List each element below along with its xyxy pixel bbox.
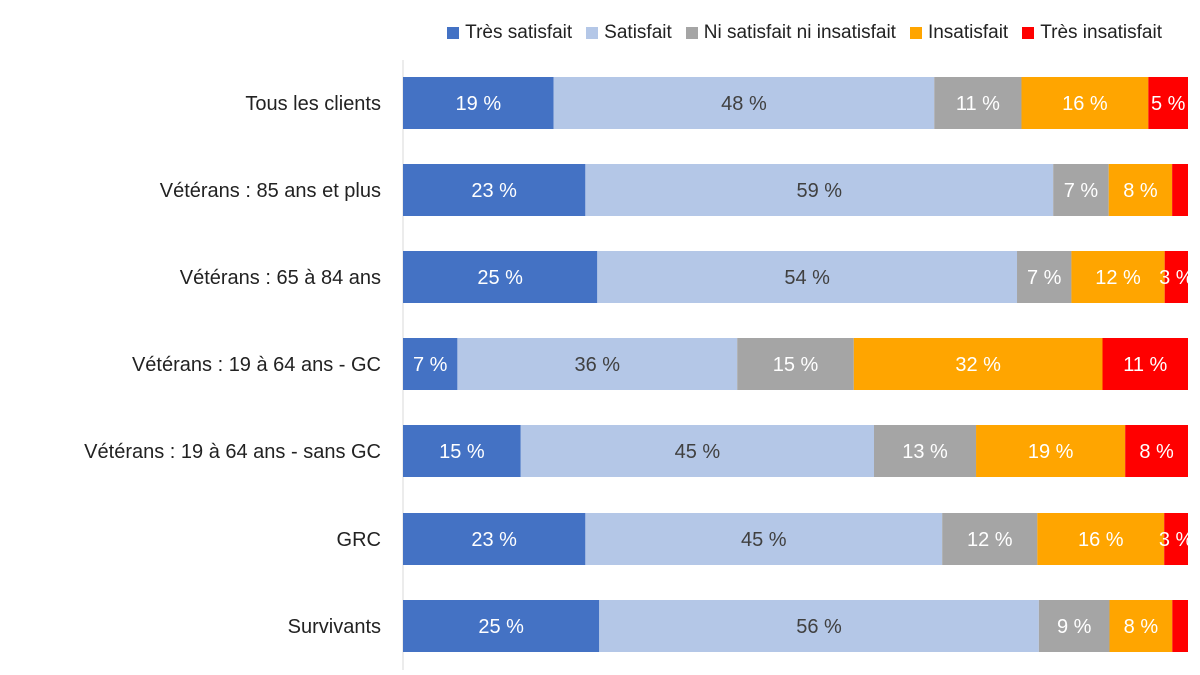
data-label: 11 %: [956, 93, 1000, 115]
legend-label: Insatisfait: [927, 22, 1009, 43]
bar-segment: [599, 600, 1039, 652]
bar-segment: [737, 338, 854, 390]
legend-label: Très insatisfait: [1040, 22, 1162, 43]
legend-item: Très insatisfait: [1022, 22, 1162, 44]
legend-label: Très satisfait: [465, 22, 573, 43]
legend-swatch: [1022, 27, 1035, 39]
bar-segment: [597, 251, 1018, 303]
category-label: Tous les clients: [245, 93, 381, 115]
bar-segment: [874, 425, 977, 477]
bar-segment: [934, 77, 1022, 129]
legend-swatch: [909, 27, 922, 39]
bar-segment: [1125, 425, 1188, 477]
bar-segment: [585, 164, 1054, 216]
data-label: 25 %: [477, 267, 523, 289]
legend-swatch: [447, 27, 460, 39]
data-label: 19 %: [456, 93, 502, 115]
data-label: 8 %: [1124, 616, 1159, 638]
data-label: 7 %: [1064, 180, 1099, 202]
legend-label: Ni satisfait ni insatisfait: [703, 22, 896, 43]
bar-segment: [1108, 164, 1173, 216]
category-label: Vétérans : 19 à 64 ans - GC: [132, 354, 381, 376]
legend: Très satisfait Satisfait Ni satisfait ni i…: [447, 22, 1162, 44]
legend-label: Satisfait: [604, 22, 672, 43]
data-label: 16 %: [1078, 529, 1124, 551]
data-label: 12 %: [1095, 267, 1141, 289]
data-label: 16 %: [1062, 93, 1108, 115]
data-label: 15 %: [773, 354, 819, 376]
bar-segment: [1037, 513, 1165, 565]
data-label: 54 %: [784, 267, 830, 289]
legend-item: Très satisfait: [447, 22, 572, 44]
bar-segment: [1038, 600, 1110, 652]
data-label: 25 %: [478, 616, 524, 638]
bar-segment: [1164, 251, 1188, 303]
bar-segment: [403, 600, 600, 652]
category-label: Vétérans : 19 à 64 ans - sans GC: [84, 441, 381, 463]
bar-segment: [1148, 77, 1188, 129]
bar-segment: [403, 164, 586, 216]
bar-segment: [1109, 600, 1173, 652]
data-label: 8 %: [1123, 180, 1158, 202]
bar-segment: [403, 77, 554, 129]
bar-segment: [1172, 164, 1188, 216]
data-label: 15 %: [439, 441, 485, 463]
data-label: 5 %: [1151, 93, 1186, 115]
legend-item: Satisfait: [586, 22, 672, 44]
bar-segment: [553, 77, 935, 129]
data-label: 23 %: [471, 180, 517, 202]
legend-swatch: [685, 27, 698, 39]
category-label: GRC: [337, 529, 381, 551]
bar-segment: [942, 513, 1038, 565]
legend-item: Ni satisfait ni insatisfait: [685, 22, 896, 44]
category-label: Survivants: [288, 616, 381, 638]
data-label: 9 %: [1057, 616, 1092, 638]
category-label: Vétérans : 65 à 84 ans: [180, 267, 381, 289]
data-label: 36 %: [575, 354, 621, 376]
bar-segment: [457, 338, 738, 390]
data-label: 3 %: [1159, 267, 1194, 289]
category-label: Vétérans : 85 ans et plus: [160, 180, 381, 202]
data-label: 13 %: [902, 441, 948, 463]
bar-segment: [585, 513, 943, 565]
bar-segment: [403, 513, 586, 565]
data-label: 3 %: [1159, 529, 1194, 551]
bar-segment: [403, 251, 598, 303]
data-label: 23 %: [471, 529, 517, 551]
data-label: 7 %: [1027, 267, 1062, 289]
bar-segment: [976, 425, 1126, 477]
bar-segment: [1053, 164, 1109, 216]
bar-segment: [1172, 600, 1188, 652]
data-label: 45 %: [741, 529, 787, 551]
data-label: 19 %: [1028, 441, 1074, 463]
data-label: 12 %: [967, 529, 1013, 551]
data-label: 7 %: [413, 354, 448, 376]
legend-swatch: [586, 27, 599, 39]
data-label: 32 %: [955, 354, 1001, 376]
data-label: 56 %: [796, 616, 842, 638]
data-label: 48 %: [721, 93, 767, 115]
data-label: 11 %: [1123, 354, 1167, 376]
bar-segment: [1071, 251, 1165, 303]
bar-segment: [853, 338, 1103, 390]
data-label: 59 %: [796, 180, 842, 202]
bar-segment: [1017, 251, 1072, 303]
legend-item: Insatisfait: [909, 22, 1009, 44]
bar-segment: [520, 425, 874, 477]
bar-segment: [1102, 338, 1188, 390]
data-label: 45 %: [675, 441, 721, 463]
bar-segment: [1021, 77, 1149, 129]
bar-segment: [1164, 513, 1188, 565]
data-label: 8 %: [1139, 441, 1174, 463]
bar-segment: [403, 338, 458, 390]
bar-segment: [403, 425, 521, 477]
